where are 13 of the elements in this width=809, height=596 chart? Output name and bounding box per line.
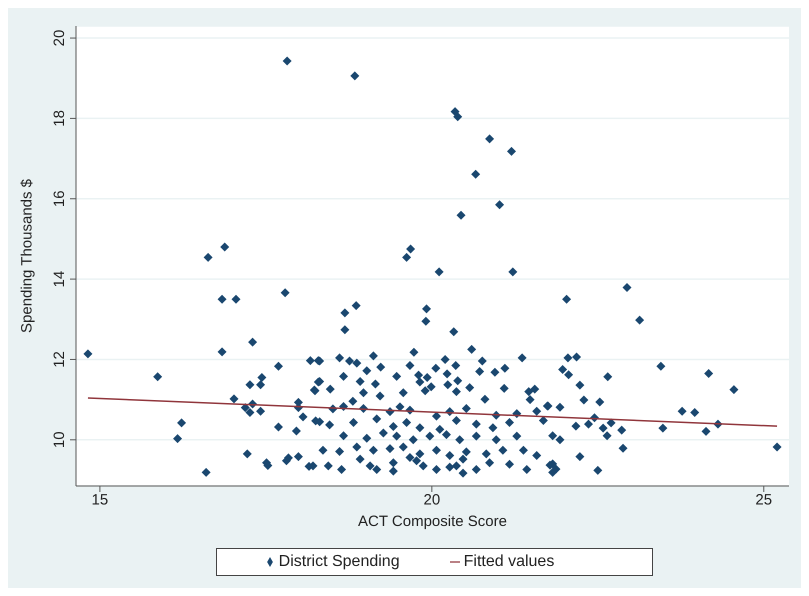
x-tick-label: 15: [92, 492, 108, 509]
y-tick-label: 14: [51, 270, 68, 288]
legend-label: District Spending: [278, 553, 400, 570]
y-tick-label: 10: [51, 431, 68, 448]
y-tick-label: 18: [51, 110, 68, 127]
x-tick-label: 25: [755, 492, 772, 509]
y-tick-label: 12: [51, 351, 68, 368]
x-axis-title: ACT Composite Score: [358, 513, 507, 530]
legend-label: Fitted values: [464, 553, 554, 570]
x-tick-label: 20: [423, 492, 440, 509]
y-tick-label: 16: [51, 190, 68, 208]
y-tick-label: 20: [51, 30, 68, 46]
y-axis-title: Spending Thousands $: [18, 178, 36, 334]
